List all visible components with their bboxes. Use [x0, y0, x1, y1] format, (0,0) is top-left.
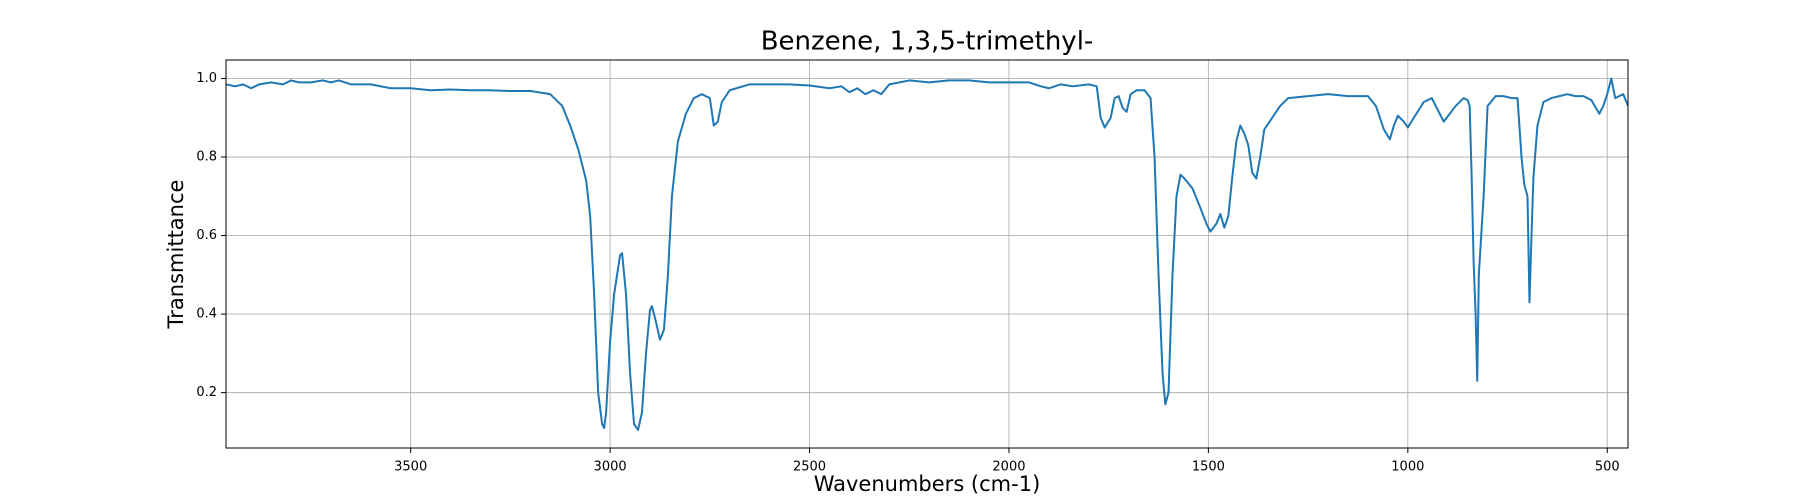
x-tick-label: 1500: [1192, 460, 1225, 475]
y-tick-label: 0.2: [196, 385, 217, 400]
x-tick-label: 3000: [594, 460, 627, 475]
y-axis-label: Transmittance: [164, 180, 188, 330]
y-tick-label: 0.6: [196, 228, 217, 243]
x-tick-label: 3500: [394, 460, 427, 475]
chart-title: Benzene, 1,3,5-trimethyl-: [761, 27, 1094, 57]
spectrum-line: [226, 77, 1628, 431]
x-tick-label: 2500: [793, 460, 826, 475]
y-tick-label: 1.0: [196, 71, 217, 86]
y-tick-label: 0.8: [196, 150, 217, 165]
x-tick-label: 500: [1595, 460, 1620, 475]
plot-area: 0.2 0.4 0.6 0.8 1.0 3500 3000 2500 2000 1500 1000 5…: [196, 59, 1629, 475]
x-tick-label: 2000: [992, 460, 1025, 475]
y-tick-label: 0.4: [196, 307, 217, 322]
x-axis-label: Wavenumbers (cm-1): [814, 472, 1041, 496]
x-tick-label: 1000: [1391, 460, 1424, 475]
axes-frame: [225, 59, 1629, 449]
